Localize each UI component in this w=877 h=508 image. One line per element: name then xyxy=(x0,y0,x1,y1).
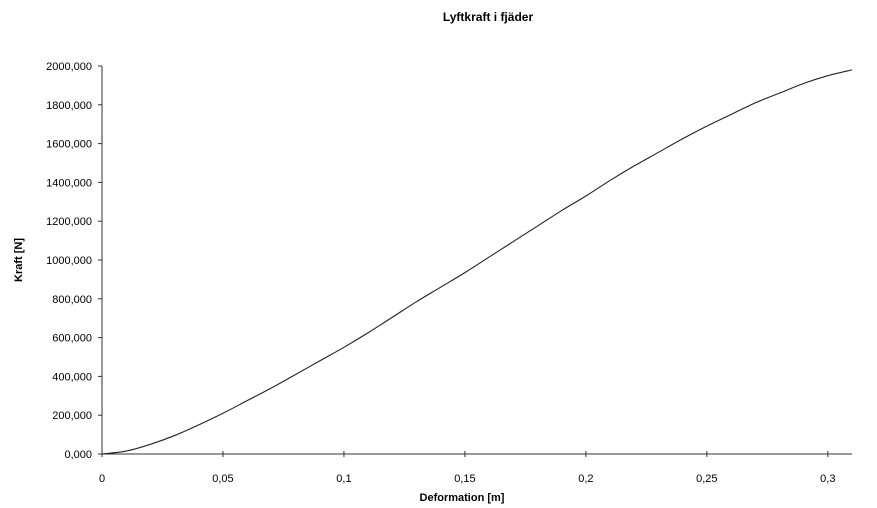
x-axis-ticks: 0 0,05 0,1 0,15 0,2 0,25 0,3 xyxy=(99,451,835,485)
y-tick-label: 1200,000 xyxy=(46,216,92,228)
y-tick-label: 200,000 xyxy=(52,410,92,422)
y-tick-label: 1600,000 xyxy=(46,139,92,151)
y-tick-label: 0,000 xyxy=(64,449,92,461)
series-line xyxy=(101,69,853,455)
x-tick-label: 0,1 xyxy=(336,473,351,485)
x-tick-label: 0 xyxy=(99,473,105,485)
y-tick-label: 1000,000 xyxy=(46,255,92,267)
x-tick-label: 0,3 xyxy=(820,473,835,485)
x-tick-label: 0,2 xyxy=(578,473,593,485)
x-axis-label: Deformation [m] xyxy=(420,492,505,504)
y-axis-label: Kraft [N] xyxy=(13,238,25,282)
y-tick-label: 2000,000 xyxy=(46,61,92,73)
x-tick-label: 0,05 xyxy=(212,473,233,485)
x-tick-label: 0,25 xyxy=(696,473,717,485)
x-tick-label: 0,15 xyxy=(454,473,475,485)
y-tick-label: 1400,000 xyxy=(46,177,92,189)
y-tick-label: 400,000 xyxy=(52,371,92,383)
y-tick-label: 1800,000 xyxy=(46,100,92,112)
y-axis-ticks: 0,000 200,000 400,000 600,000 800,000 1000,00… xyxy=(46,61,102,461)
y-tick-label: 600,000 xyxy=(52,333,92,345)
y-tick-label: 800,000 xyxy=(52,294,92,306)
chart-title: Lyftkraft i fjäder xyxy=(443,10,534,24)
